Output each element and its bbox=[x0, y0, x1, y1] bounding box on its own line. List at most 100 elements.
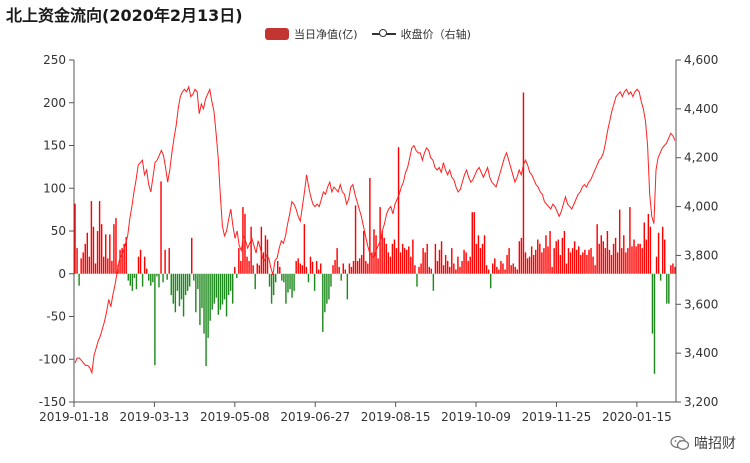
bar bbox=[287, 273, 289, 293]
bar bbox=[387, 252, 390, 274]
bar bbox=[455, 269, 457, 274]
bar bbox=[508, 248, 510, 274]
left-y-tick-label: -150 bbox=[39, 395, 66, 409]
bar bbox=[647, 213, 650, 274]
bar bbox=[227, 273, 230, 296]
bar bbox=[483, 235, 486, 274]
bar bbox=[582, 252, 584, 274]
bar bbox=[152, 273, 154, 283]
bar bbox=[340, 273, 342, 281]
bar bbox=[453, 263, 455, 274]
bar bbox=[252, 265, 254, 274]
bar bbox=[127, 273, 129, 281]
bar bbox=[309, 256, 312, 274]
bar bbox=[666, 273, 668, 304]
bar bbox=[84, 243, 86, 274]
bar bbox=[627, 248, 629, 274]
bar bbox=[664, 239, 666, 274]
bar bbox=[391, 243, 394, 274]
legend-item-line[interactable]: 收盘价（右轴) bbox=[371, 26, 471, 42]
bar bbox=[238, 248, 240, 274]
bar bbox=[469, 256, 471, 274]
bar bbox=[125, 236, 127, 274]
bar bbox=[555, 241, 557, 274]
bar bbox=[461, 260, 463, 274]
bar bbox=[307, 273, 310, 283]
bar bbox=[313, 273, 316, 291]
bar bbox=[489, 273, 492, 289]
right-y-tick-label: 4,600 bbox=[684, 53, 718, 67]
bar bbox=[191, 237, 193, 274]
bar bbox=[580, 254, 582, 274]
bar bbox=[532, 254, 535, 274]
bar bbox=[264, 235, 267, 274]
right-y-tick-label: 4,400 bbox=[684, 102, 718, 116]
bar bbox=[193, 273, 195, 281]
bar bbox=[618, 209, 621, 274]
bar bbox=[639, 243, 641, 274]
bar bbox=[393, 239, 396, 274]
bar bbox=[504, 269, 506, 274]
bar bbox=[201, 273, 203, 308]
bar bbox=[160, 181, 162, 274]
bar bbox=[565, 263, 568, 274]
legend-item-bar[interactable]: 当日净值(亿) bbox=[265, 26, 358, 42]
bar bbox=[291, 273, 293, 298]
bar bbox=[119, 249, 121, 274]
bar bbox=[137, 256, 140, 274]
x-tick-label: 2019-06-27 bbox=[280, 410, 350, 424]
bar bbox=[145, 268, 148, 274]
bar bbox=[377, 258, 379, 274]
bar bbox=[584, 249, 586, 274]
bar bbox=[500, 260, 502, 274]
bar bbox=[150, 273, 152, 286]
x-tick-label: 2020-01-15 bbox=[602, 410, 672, 424]
bar bbox=[424, 252, 426, 274]
bar bbox=[573, 241, 576, 274]
bar bbox=[446, 260, 449, 274]
bar bbox=[168, 248, 170, 274]
bar bbox=[434, 243, 437, 274]
bar bbox=[633, 239, 635, 274]
bar bbox=[225, 273, 228, 317]
close-price-line bbox=[74, 85, 676, 375]
bar bbox=[90, 201, 93, 274]
bar bbox=[643, 222, 645, 274]
watermark: 喵招财 bbox=[670, 433, 736, 453]
bar bbox=[530, 246, 533, 274]
bar bbox=[535, 249, 537, 274]
bar bbox=[436, 260, 439, 274]
bar bbox=[369, 177, 371, 274]
bar bbox=[289, 273, 291, 290]
right-y-tick-label: 4,200 bbox=[684, 151, 718, 165]
bar bbox=[473, 212, 476, 274]
bar bbox=[356, 260, 359, 274]
legend-bar-swatch bbox=[265, 28, 289, 40]
bar bbox=[285, 273, 287, 304]
bar bbox=[412, 239, 414, 274]
bar bbox=[350, 266, 353, 274]
legend-line-swatch bbox=[371, 28, 396, 40]
bar bbox=[336, 248, 338, 274]
bar bbox=[457, 256, 459, 274]
wechat-icon bbox=[670, 435, 690, 450]
bar bbox=[330, 273, 332, 287]
bar bbox=[606, 231, 609, 274]
left-y-tick-label: 100 bbox=[43, 181, 66, 195]
bar bbox=[231, 273, 234, 304]
bar bbox=[248, 260, 250, 274]
bar bbox=[184, 273, 187, 296]
bar bbox=[467, 260, 469, 274]
bar bbox=[541, 252, 543, 274]
bar bbox=[162, 273, 164, 283]
bar bbox=[148, 273, 150, 281]
bar bbox=[76, 248, 78, 274]
x-tick-label: 2019-08-15 bbox=[361, 410, 431, 424]
bar bbox=[360, 254, 363, 274]
bar bbox=[317, 269, 320, 274]
bar bbox=[563, 231, 566, 274]
bar bbox=[651, 273, 654, 334]
bar bbox=[481, 243, 484, 274]
bar bbox=[178, 273, 181, 307]
bar bbox=[123, 243, 125, 274]
